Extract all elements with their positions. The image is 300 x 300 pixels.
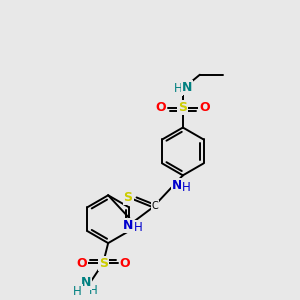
Text: O: O <box>76 256 87 269</box>
Text: O: O <box>200 101 210 114</box>
Text: O: O <box>120 256 130 269</box>
Text: S: S <box>99 256 108 269</box>
Text: S: S <box>178 101 188 114</box>
Text: S: S <box>124 191 133 204</box>
Text: H: H <box>182 181 191 194</box>
Text: H: H <box>73 285 82 298</box>
Text: N: N <box>81 276 92 290</box>
Text: H: H <box>173 82 182 95</box>
Text: C: C <box>152 201 158 211</box>
Text: H: H <box>134 221 142 234</box>
Text: H: H <box>89 284 98 297</box>
Text: O: O <box>156 101 166 114</box>
Text: N: N <box>182 81 192 94</box>
Text: N: N <box>123 219 133 232</box>
Text: N: N <box>172 179 183 192</box>
